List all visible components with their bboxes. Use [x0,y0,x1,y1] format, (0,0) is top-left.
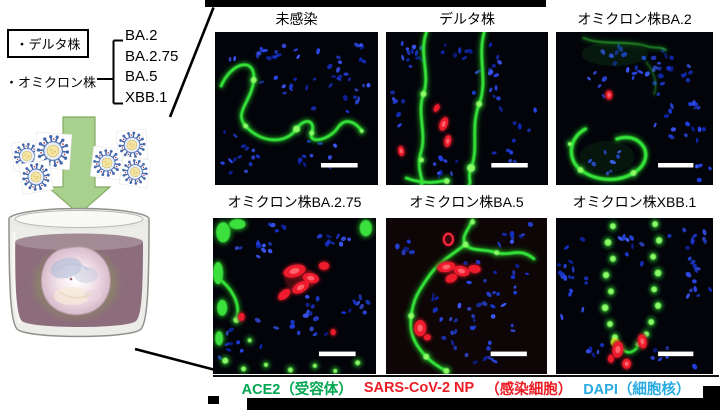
sublineage-item: BA.5 [125,68,158,85]
panel-label-ba5: オミクロン株BA.5 [409,194,524,210]
sublineage-item: XBB.1 [125,88,168,106]
micrograph-ba5 [386,218,547,374]
caption-segment: DAPI（細胞核） [583,381,691,398]
frame-top-bar [205,0,546,7]
caption-divider [213,375,719,377]
frame-bottom-bar [247,398,720,410]
caption-segment: ACE2（受容体） [241,381,353,398]
delta-strain-label: ・デルタ株 [15,37,81,52]
caption-legend: ACE2（受容体） SARS-CoV-2 NP （感染細胞） DAPI（細胞核） [213,378,719,398]
panel-label-uninfected: 未感染 [275,11,318,27]
micrograph-ba275 [213,218,376,374]
panel-label-xbb1: オミクロン株XBB.1 [572,194,697,210]
organoid [40,246,111,316]
culture-vessel [8,207,150,338]
culture-medium [15,242,143,327]
scale-bar [318,351,356,357]
frame-bottom-right-corner [703,386,720,410]
panel-label-ba275: オミクロン株BA.2.75 [227,194,362,210]
panel-label-delta: デルタ株 [439,11,495,27]
omicron-strain-text: ・オミクロン株 [5,74,97,90]
virus-icon [18,159,54,195]
scale-bar [490,351,527,357]
scale-bar [491,163,528,168]
scale-bar [320,163,358,168]
virus-icon [89,145,125,181]
panel-label-ba2: オミクロン株BA.2 [577,11,692,27]
micrograph-delta [386,32,548,185]
delta-strain-box: ・デルタ株 [7,29,89,58]
caption-segment: SARS-CoV-2 NP [363,380,475,396]
omicron-strain-label: ・オミクロン株 [3,68,101,94]
sublineage-item: BA.2 [125,27,158,44]
sublineage-item: BA.2.75 [125,47,179,65]
virus-icon [118,155,152,189]
scale-bar [658,163,694,168]
frame-bottom-left-nub [208,396,219,404]
virus-particles [10,128,152,195]
virus-icon [115,128,149,162]
micrograph-ba2 [556,32,713,185]
micrograph-uninfected [215,32,378,185]
micrograph-grid: 未感染 デルタ株 オミクロン株BA.2 オミクロン株BA.2.75 オミクロン株… [205,0,720,410]
virus-icon [33,131,73,171]
infection-arrow [46,116,112,215]
scale-bar [658,351,694,357]
virus-icon [10,139,44,173]
sublineage-list: BA.2 BA.2.75 BA.5 XBB.1 [103,26,198,118]
caption-segment: （感染細胞） [485,381,573,398]
micrograph-xbb1 [556,218,713,374]
ace2-glow [29,243,123,323]
